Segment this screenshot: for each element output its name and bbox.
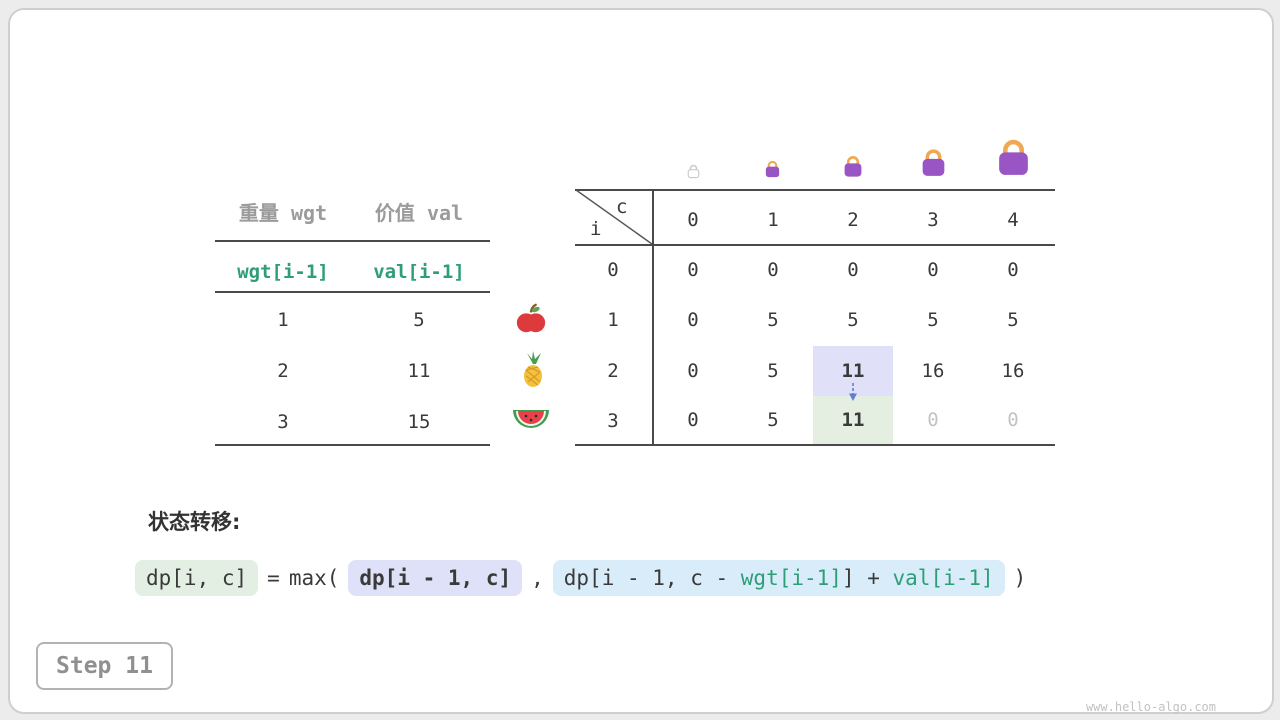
dp-col-header-0: 0 bbox=[687, 209, 699, 231]
dp-cell-0-2: 0 bbox=[847, 259, 859, 281]
items-table-divider bbox=[215, 444, 490, 446]
dp-table-top-border bbox=[575, 189, 1055, 191]
watermelon-icon bbox=[511, 406, 551, 436]
dp-cell-1-2: 5 bbox=[847, 309, 859, 331]
formula-term2-part2: ] + bbox=[841, 566, 893, 590]
items-table-wgt-2: 2 bbox=[277, 360, 289, 382]
dp-cell-0-1: 0 bbox=[767, 259, 779, 281]
dp-cell-3-3: 0 bbox=[927, 409, 939, 431]
dp-table-header-border bbox=[575, 244, 1055, 246]
step-badge: Step 11 bbox=[36, 642, 173, 690]
pineapple-icon bbox=[516, 350, 550, 392]
items-table-wgt-1: 1 bbox=[277, 309, 289, 331]
dp-cell-1-1: 5 bbox=[767, 309, 779, 331]
dp-cell-2-3: 16 bbox=[921, 360, 945, 382]
dp-cell-2-4: 16 bbox=[1001, 360, 1025, 382]
state-transition-label: 状态转移: bbox=[148, 510, 241, 534]
dp-table-corner-diagonal bbox=[576, 190, 652, 244]
items-table-var-wgt: wgt[i-1] bbox=[237, 261, 329, 283]
ghost-bag-icon bbox=[686, 164, 701, 183]
dp-cell-0-0: 0 bbox=[687, 259, 699, 281]
dp-row-header-3: 3 bbox=[607, 410, 619, 432]
formula-max-open: max( bbox=[288, 566, 340, 590]
dp-cell-2-0: 0 bbox=[687, 360, 699, 382]
bag-icon-medium bbox=[841, 155, 865, 183]
dp-table-corner-col-label: c bbox=[616, 196, 628, 218]
items-table-val-2: 11 bbox=[407, 360, 431, 382]
dp-row-header-1: 1 bbox=[607, 309, 619, 331]
dp-cell-0-4: 0 bbox=[1007, 259, 1019, 281]
dp-table-vertical-border bbox=[652, 189, 654, 446]
dp-col-header-1: 1 bbox=[767, 209, 779, 231]
formula-equals: = bbox=[267, 566, 280, 590]
items-table-var-val: val[i-1] bbox=[373, 261, 465, 283]
dp-col-header-2: 2 bbox=[847, 209, 859, 231]
dp-col-header-4: 4 bbox=[1007, 209, 1019, 231]
items-table-val-3: 15 bbox=[407, 411, 431, 433]
dp-cell-3-4: 0 bbox=[1007, 409, 1019, 431]
formula-term2-wgt: wgt[i-1] bbox=[740, 566, 842, 590]
dp-cell-1-4: 5 bbox=[1007, 309, 1019, 331]
items-table-header-val: 价值 val bbox=[374, 201, 464, 225]
items-table-divider bbox=[215, 240, 490, 242]
dp-col-header-3: 3 bbox=[927, 209, 939, 231]
figure-card bbox=[8, 8, 1274, 714]
transition-arrow-icon bbox=[846, 382, 860, 406]
dp-table-corner-row-label: i bbox=[590, 218, 602, 240]
formula-term2-val: val[i-1] bbox=[892, 566, 994, 590]
apple-icon bbox=[514, 302, 548, 340]
items-table-divider bbox=[215, 291, 490, 293]
items-table-val-1: 5 bbox=[413, 309, 425, 331]
bag-icon-large bbox=[918, 148, 949, 183]
formula-term2: dp[i - 1, c - wgt[i-1]] + val[i-1] bbox=[552, 560, 1005, 596]
dp-cell-0-3: 0 bbox=[927, 259, 939, 281]
items-table-header-wgt: 重量 wgt bbox=[238, 201, 328, 225]
dp-row-header-0: 0 bbox=[607, 259, 619, 281]
formula-separator: , bbox=[531, 566, 544, 590]
formula-close-paren: ) bbox=[1013, 566, 1027, 590]
dp-cell-3-0: 0 bbox=[687, 409, 699, 431]
watermark: www.hello-algo.com bbox=[1085, 700, 1216, 714]
dp-cell-2-2-highlighted: 11 bbox=[813, 346, 893, 396]
items-table-wgt-3: 3 bbox=[277, 411, 289, 433]
state-transition-formula: dp[i, c] = max( dp[i - 1, c] , dp[i - 1,… bbox=[135, 560, 1026, 596]
formula-term1: dp[i - 1, c] bbox=[348, 560, 523, 596]
dp-cell-1-3: 5 bbox=[927, 309, 939, 331]
dp-row-header-2: 2 bbox=[607, 360, 619, 382]
formula-term2-part1: dp[i - 1, c - bbox=[563, 566, 741, 590]
formula-lhs: dp[i, c] bbox=[135, 560, 259, 596]
dp-cell-2-1: 5 bbox=[767, 360, 779, 382]
dp-cell-3-2-highlighted: 11 bbox=[813, 396, 893, 444]
dp-table-bottom-border bbox=[575, 444, 1055, 446]
dp-cell-1-0: 0 bbox=[687, 309, 699, 331]
dp-cell-3-1: 5 bbox=[767, 409, 779, 431]
bag-icon-xlarge bbox=[993, 138, 1034, 183]
bag-icon-small bbox=[763, 160, 782, 183]
